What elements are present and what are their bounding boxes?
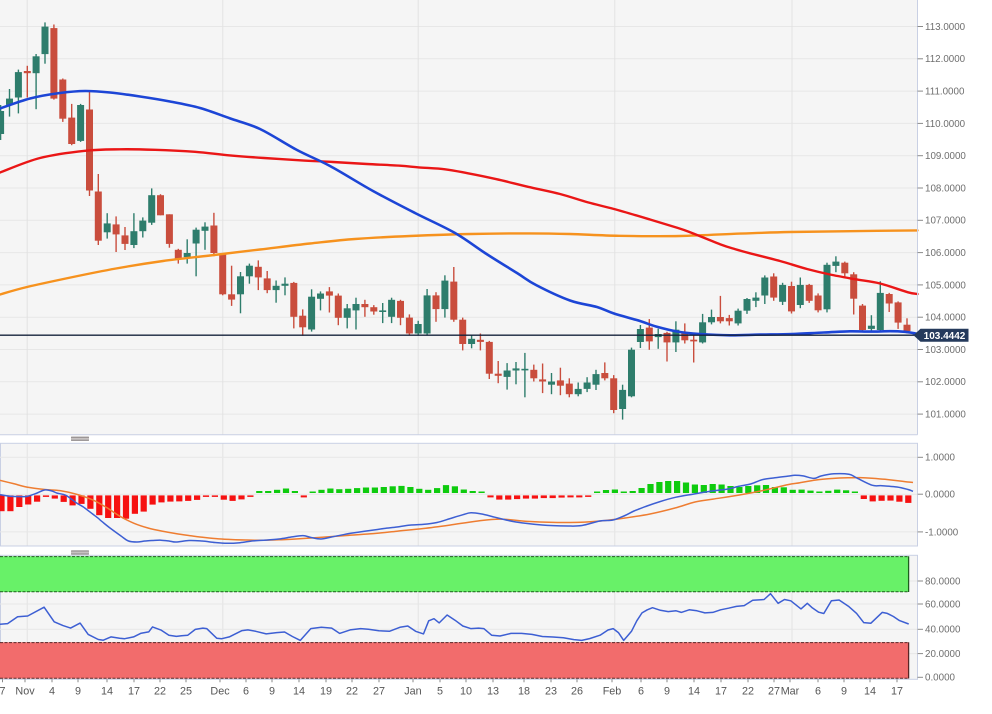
- svg-text:9: 9: [664, 686, 670, 698]
- svg-text:80.0000: 80.0000: [925, 576, 961, 587]
- svg-text:26: 26: [571, 686, 583, 698]
- svg-text:0.0000: 0.0000: [925, 673, 956, 684]
- svg-text:13: 13: [487, 686, 499, 698]
- svg-text:7: 7: [0, 686, 6, 698]
- svg-text:18: 18: [518, 686, 530, 698]
- svg-text:22: 22: [346, 686, 358, 698]
- svg-text:14: 14: [293, 686, 305, 698]
- svg-text:27: 27: [373, 686, 385, 698]
- svg-text:103.4442: 103.4442: [924, 331, 966, 342]
- svg-text:60.0000: 60.0000: [925, 599, 961, 610]
- svg-text:9: 9: [269, 686, 275, 698]
- svg-text:Jan: Jan: [404, 686, 421, 698]
- svg-text:-1.0000: -1.0000: [925, 527, 959, 538]
- svg-text:103.0000: 103.0000: [925, 345, 966, 356]
- svg-text:112.0000: 112.0000: [925, 54, 966, 65]
- svg-text:6: 6: [638, 686, 644, 698]
- svg-text:111.0000: 111.0000: [925, 87, 965, 98]
- svg-text:110.0000: 110.0000: [925, 119, 966, 130]
- svg-text:Dec: Dec: [210, 686, 230, 698]
- svg-text:17: 17: [891, 686, 903, 698]
- svg-text:Nov: Nov: [15, 686, 35, 698]
- svg-text:22: 22: [742, 686, 754, 698]
- svg-text:4: 4: [49, 686, 55, 698]
- svg-text:9: 9: [841, 686, 847, 698]
- svg-text:Mar: Mar: [781, 686, 800, 698]
- svg-text:105.0000: 105.0000: [925, 280, 966, 291]
- svg-text:102.0000: 102.0000: [925, 377, 966, 388]
- svg-text:27: 27: [768, 686, 780, 698]
- svg-text:10: 10: [460, 686, 472, 698]
- svg-text:19: 19: [320, 686, 332, 698]
- svg-text:40.0000: 40.0000: [925, 625, 961, 636]
- svg-text:108.0000: 108.0000: [925, 183, 966, 194]
- svg-text:1.0000: 1.0000: [925, 453, 956, 464]
- svg-text:106.0000: 106.0000: [925, 248, 966, 259]
- svg-text:23: 23: [545, 686, 557, 698]
- svg-text:107.0000: 107.0000: [925, 216, 966, 227]
- svg-text:101.0000: 101.0000: [925, 410, 966, 421]
- svg-text:Feb: Feb: [603, 686, 622, 698]
- svg-text:113.0000: 113.0000: [925, 22, 966, 33]
- svg-text:5: 5: [437, 686, 443, 698]
- svg-text:14: 14: [688, 686, 700, 698]
- svg-text:6: 6: [243, 686, 249, 698]
- svg-text:14: 14: [101, 686, 113, 698]
- svg-text:22: 22: [154, 686, 166, 698]
- svg-text:20.0000: 20.0000: [925, 649, 961, 660]
- svg-text:9: 9: [75, 686, 81, 698]
- svg-text:17: 17: [715, 686, 727, 698]
- svg-text:104.0000: 104.0000: [925, 313, 966, 324]
- svg-text:0.0000: 0.0000: [925, 490, 956, 501]
- svg-text:14: 14: [864, 686, 876, 698]
- svg-text:109.0000: 109.0000: [925, 151, 966, 162]
- svg-text:6: 6: [815, 686, 821, 698]
- svg-text:25: 25: [180, 686, 192, 698]
- svg-text:17: 17: [128, 686, 140, 698]
